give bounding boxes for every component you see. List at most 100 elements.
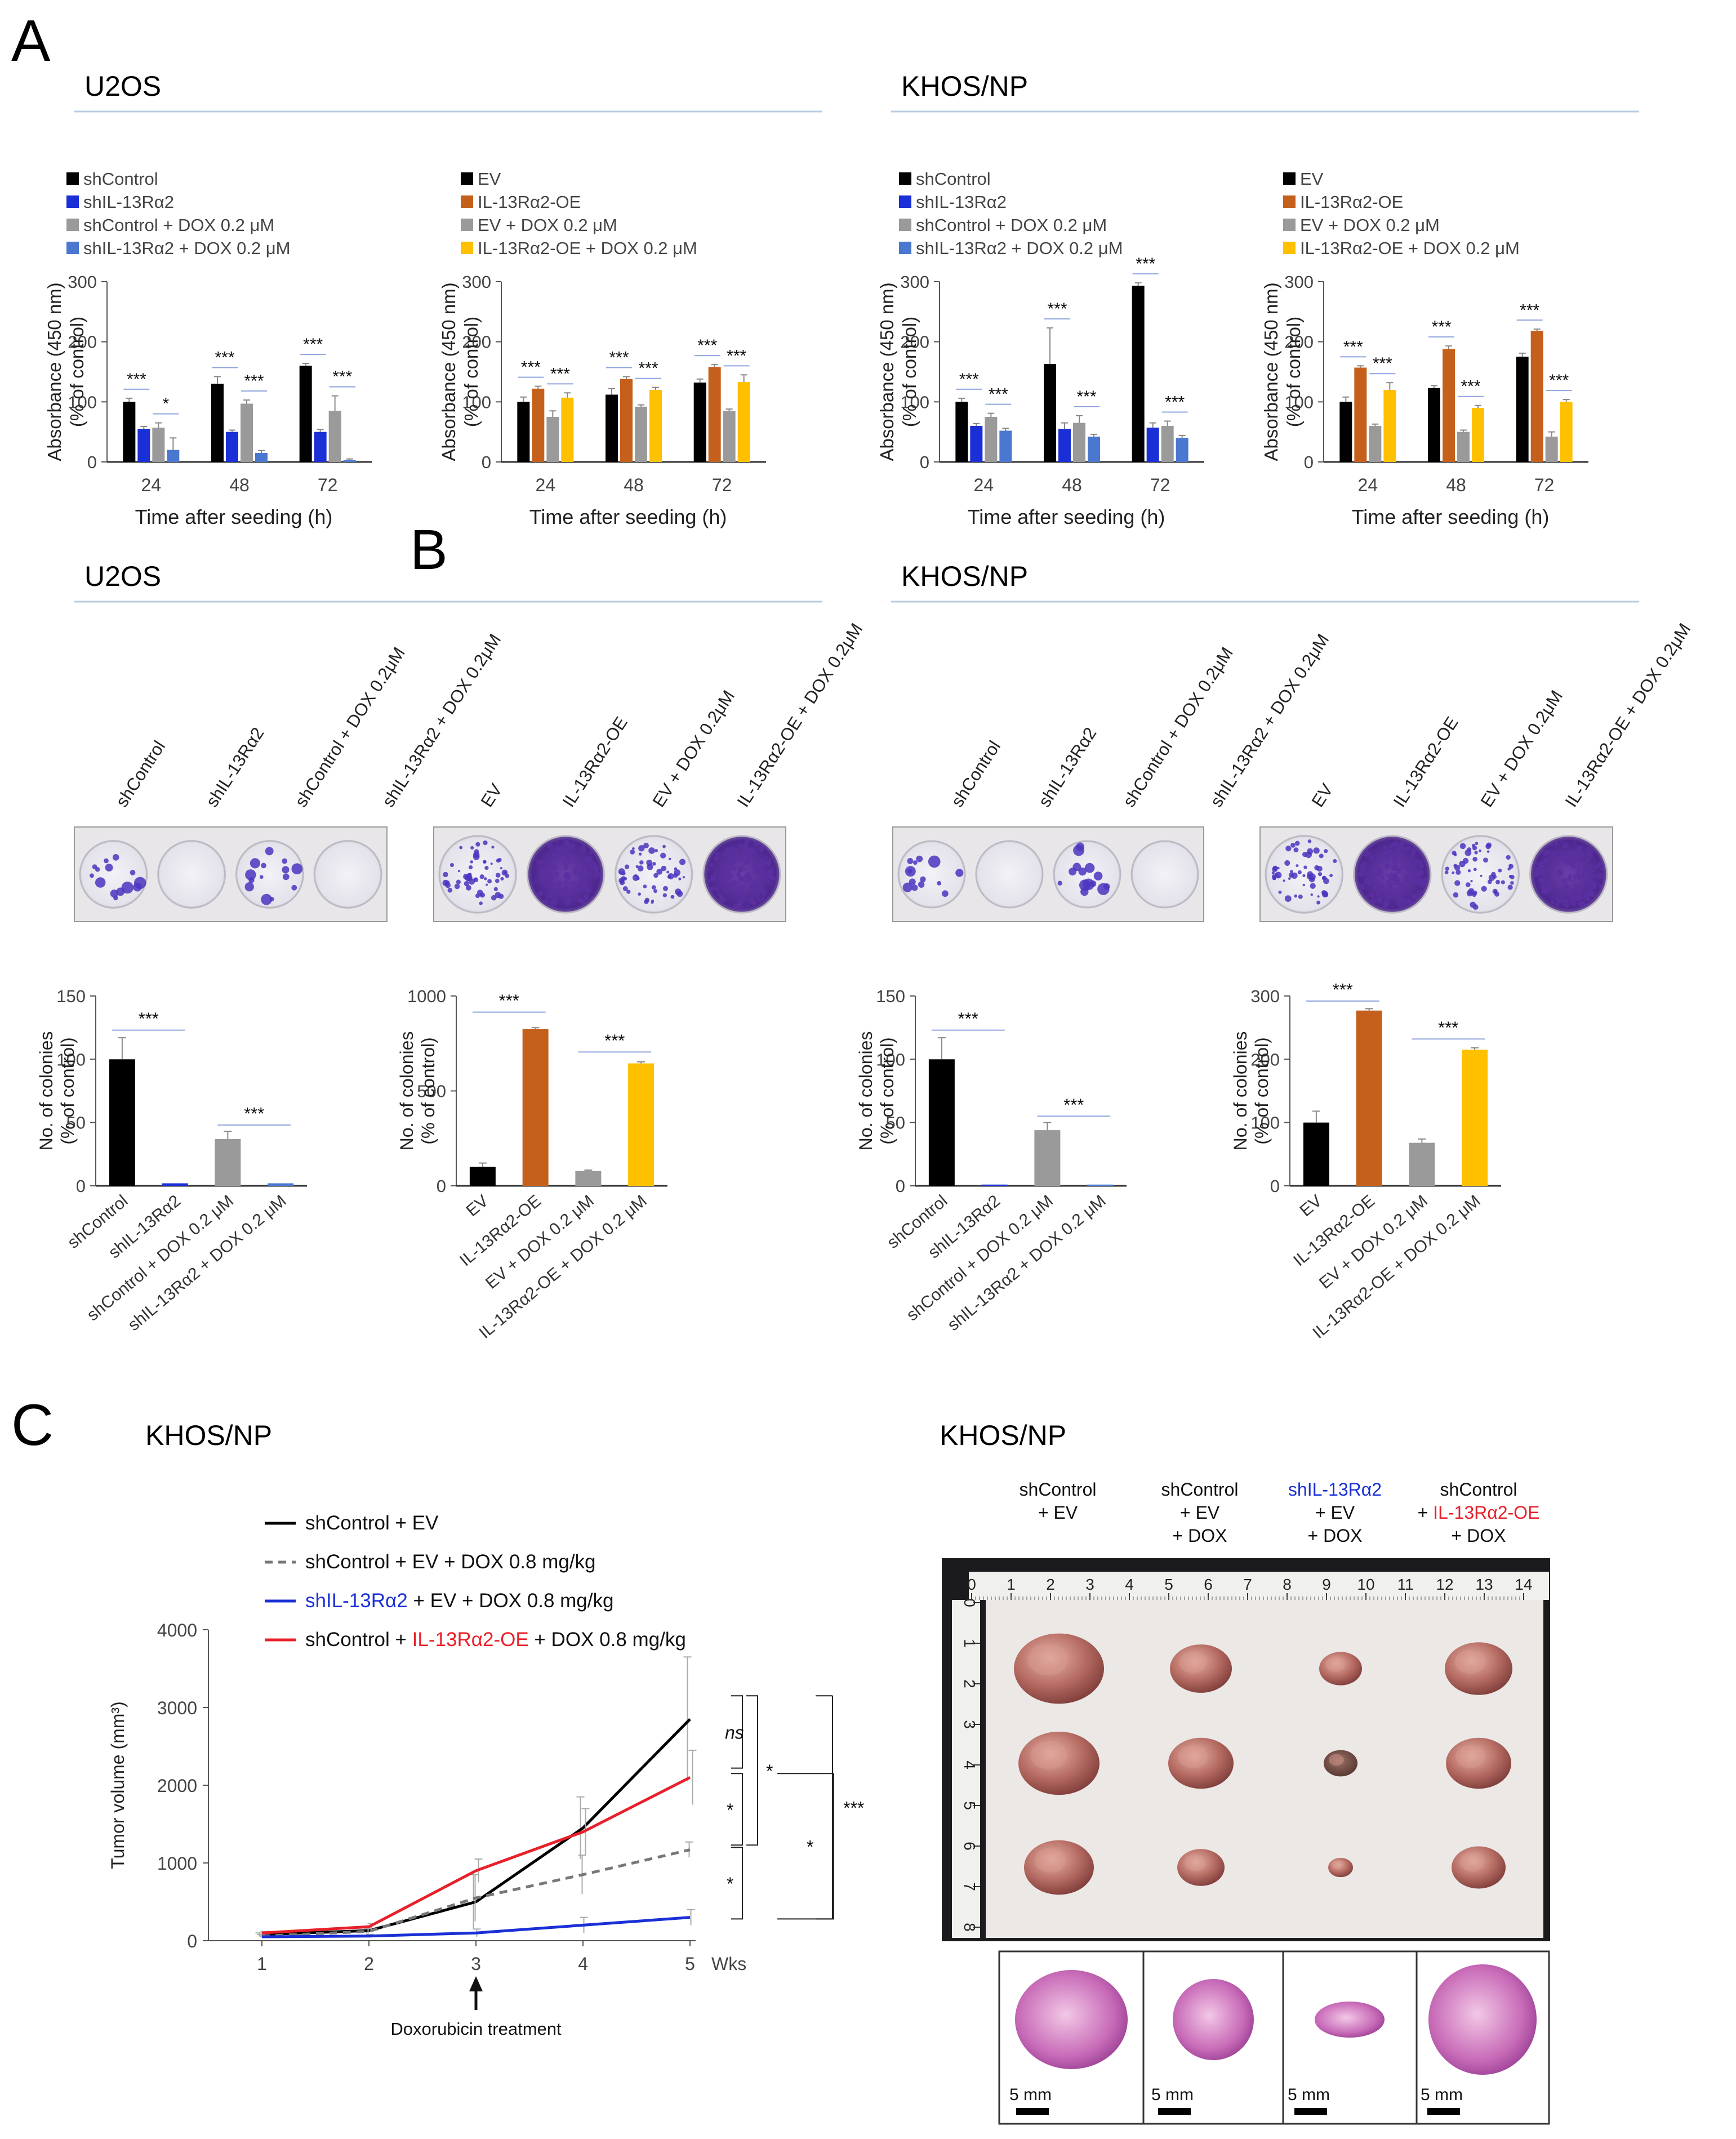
colony (464, 880, 469, 887)
legend-swatch (899, 172, 911, 185)
colony (568, 880, 572, 884)
sig-label: * (807, 1836, 813, 1857)
colony (282, 873, 290, 880)
colony (584, 882, 587, 885)
plate-label: IL-13Rα2-OE (1390, 713, 1462, 811)
colony (1307, 848, 1314, 855)
colony (1389, 844, 1394, 848)
colony (1545, 870, 1548, 874)
y-tick-label: 300 (1250, 986, 1280, 1006)
x-tick-label: EV (1296, 1191, 1325, 1220)
colony (662, 893, 667, 897)
colony (643, 843, 649, 848)
bar (1545, 437, 1558, 462)
colony (583, 853, 586, 856)
sig-label: *** (727, 346, 746, 365)
legend-label: shIL-13Rα2 (916, 192, 1007, 212)
colony (1453, 853, 1457, 856)
colony (248, 877, 255, 883)
colony (1560, 839, 1564, 843)
colony (732, 903, 740, 910)
colony (1579, 852, 1584, 858)
culture-well (1053, 840, 1121, 909)
header-a-u2os: U2OS (84, 70, 161, 102)
bar (299, 366, 312, 462)
colony (1510, 881, 1514, 885)
colony (549, 843, 553, 847)
colony (1577, 870, 1581, 874)
bar (970, 426, 983, 462)
tumor-highlight (1179, 1651, 1207, 1674)
colony (545, 861, 552, 868)
sig-label: * (727, 1800, 733, 1820)
colony (1307, 839, 1312, 843)
colony (1550, 900, 1555, 905)
ruler-label: 11 (1397, 1576, 1413, 1593)
treatment-label: Doxorubicin treatment (390, 2019, 562, 2039)
colony (495, 892, 501, 899)
sig-label: *** (1165, 393, 1185, 411)
colony (133, 877, 146, 890)
sig-label: *** (1063, 1095, 1084, 1114)
colony (557, 880, 563, 887)
colony (765, 856, 768, 859)
colony (1479, 849, 1482, 852)
colony (261, 862, 266, 869)
tumor (1328, 1857, 1353, 1878)
colony (1592, 868, 1596, 872)
colony (728, 865, 733, 870)
colony (1577, 866, 1582, 870)
x-tick-label: 5 (685, 1954, 695, 1974)
legend-label: IL-13Rα2-OE + DOX 0.2 μM (478, 238, 697, 258)
colony (729, 881, 736, 888)
colony (1276, 875, 1280, 879)
ruler-label: 8 (1283, 1576, 1292, 1593)
colony (1486, 850, 1490, 853)
colony (1377, 897, 1383, 903)
bar (1383, 390, 1396, 462)
colony (773, 877, 777, 881)
ruler-label: 3 (1085, 1576, 1094, 1593)
colony (1400, 864, 1405, 869)
y-tick-label: 3000 (157, 1698, 197, 1718)
plate-label: EV + DOX 0.2μM (1477, 687, 1567, 811)
colony (1501, 880, 1505, 884)
colony (565, 874, 571, 880)
ruler-label: 6 (1204, 1576, 1213, 1593)
colony (758, 898, 762, 902)
colony (1302, 874, 1306, 878)
colony (1078, 867, 1087, 876)
colony (1373, 860, 1377, 863)
colony (562, 890, 569, 897)
histology-section (1173, 1979, 1254, 2060)
colony (1551, 844, 1554, 847)
bar (215, 1139, 241, 1186)
colony (579, 856, 582, 859)
colony (1507, 867, 1511, 871)
scale-label: 5 mm (1009, 2085, 1052, 2104)
ruler-top (969, 1572, 1549, 1600)
legend-swatch (1283, 195, 1296, 208)
colony (1380, 858, 1385, 863)
colony (566, 841, 571, 847)
colony (1453, 892, 1459, 898)
sig-label: *** (139, 1009, 159, 1029)
colony (1494, 891, 1499, 897)
y-tick-label: 0 (187, 1931, 197, 1951)
colony (597, 872, 602, 878)
colony (474, 849, 479, 854)
ruler-label: 14 (1515, 1576, 1532, 1593)
colony (1569, 896, 1576, 903)
colony (942, 890, 949, 897)
colony (483, 860, 487, 864)
bar (1443, 349, 1455, 462)
colony (1370, 893, 1375, 898)
colony (760, 889, 767, 896)
x-tick-label: 24 (974, 475, 994, 495)
colony (1388, 848, 1393, 853)
ruler-label: 9 (1322, 1576, 1331, 1593)
colony (95, 867, 100, 872)
colony (1317, 872, 1323, 877)
x-axis-label: Time after seeding (h) (529, 505, 727, 528)
